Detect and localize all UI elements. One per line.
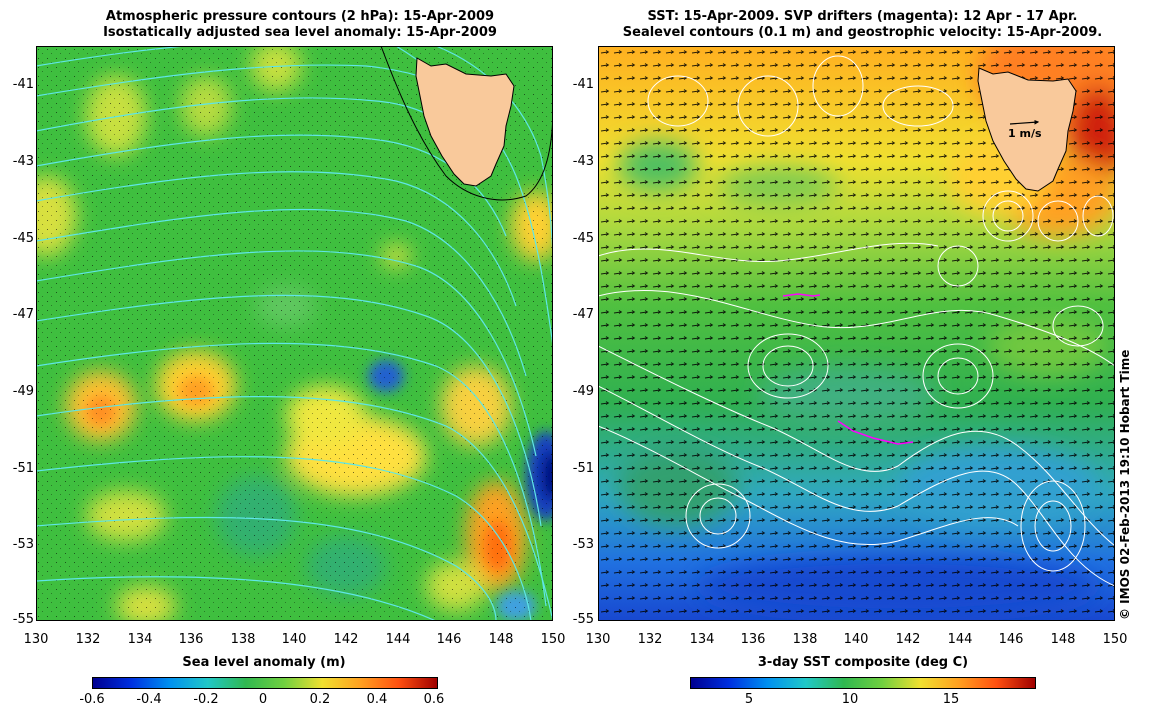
lon-tick: 150 — [1102, 632, 1128, 647]
lon-tick: 142 — [895, 632, 921, 647]
lon-tick: 140 — [843, 632, 869, 647]
lat-tick: -53 — [572, 537, 594, 552]
imos-credit: © IMOS 02-Feb-2013 19:10 Hobart Time — [1118, 349, 1132, 620]
lon-tick: 146 — [436, 632, 462, 647]
colorbar-tick: 15 — [942, 692, 960, 707]
sea-level-anomaly-plot — [36, 46, 553, 621]
lon-tick: 134 — [127, 632, 153, 647]
lon-tick: 132 — [75, 632, 101, 647]
lon-tick: 144 — [947, 632, 973, 647]
lat-tick: -49 — [12, 384, 34, 399]
right-colorbar-label: 3-day SST composite (deg C) — [757, 655, 969, 670]
colorbar-tick: -0.6 — [79, 692, 105, 707]
lon-tick: 142 — [333, 632, 359, 647]
lat-tick: -49 — [572, 384, 594, 399]
lon-tick: 132 — [637, 632, 663, 647]
lat-tick: -53 — [12, 537, 34, 552]
lat-tick: -47 — [572, 307, 594, 322]
sst-map: 1 m/s — [598, 46, 1115, 621]
lon-tick: 148 — [488, 632, 514, 647]
lon-tick: 148 — [1050, 632, 1076, 647]
sst-colorbar — [690, 677, 1036, 689]
lat-tick: -45 — [12, 231, 34, 246]
lon-tick: 140 — [281, 632, 307, 647]
lat-tick: -55 — [572, 612, 594, 627]
lon-tick: 150 — [540, 632, 566, 647]
left-title-line1: Atmospheric pressure contours (2 hPa): 1… — [105, 9, 495, 24]
scale-arrow — [1009, 119, 1040, 125]
tasmania-land — [415, 57, 515, 187]
colorbar-tick: 0 — [258, 692, 268, 707]
colorbar-tick: 0.6 — [423, 692, 445, 707]
scale-arrow-label: 1 m/s — [1008, 127, 1042, 140]
sea-level-colorbar — [92, 677, 438, 689]
lon-tick: 138 — [230, 632, 256, 647]
colorbar-tick: -0.2 — [193, 692, 219, 707]
left-title-line2: Isostatically adjusted sea level anomaly… — [103, 25, 497, 40]
left-map-title: Atmospheric pressure contours (2 hPa): 1… — [20, 9, 580, 41]
lon-tick: 134 — [689, 632, 715, 647]
lat-tick: -55 — [12, 612, 34, 627]
lat-tick: -51 — [572, 461, 594, 476]
lon-tick: 130 — [23, 632, 49, 647]
tasmania-land — [977, 67, 1077, 192]
drifter-track — [782, 293, 821, 297]
lat-tick: -41 — [572, 77, 594, 92]
right-title-line1: SST: 15-Apr-2009. SVP drifters (magenta)… — [647, 9, 1078, 24]
right-map-title: SST: 15-Apr-2009. SVP drifters (magenta)… — [590, 9, 1135, 41]
lat-tick: -41 — [12, 77, 34, 92]
lon-tick: 146 — [998, 632, 1024, 647]
lat-tick: -43 — [572, 154, 594, 169]
right-title-line2: Sealevel contours (0.1 m) and geostrophi… — [622, 25, 1103, 40]
lon-tick: 136 — [740, 632, 766, 647]
lat-tick: -47 — [12, 307, 34, 322]
colorbar-tick: 0.4 — [366, 692, 388, 707]
colorbar-tick: 10 — [841, 692, 859, 707]
sst-plot: 1 m/s — [598, 46, 1115, 621]
lon-tick: 130 — [585, 632, 611, 647]
left-colorbar-label: Sea level anomaly (m) — [182, 655, 346, 670]
colorbar-tick: 0.2 — [309, 692, 331, 707]
lon-tick: 144 — [385, 632, 411, 647]
lon-tick: 138 — [792, 632, 818, 647]
colorbar-tick: -0.4 — [136, 692, 162, 707]
lat-tick: -51 — [12, 461, 34, 476]
sea-level-anomaly-map — [36, 46, 553, 621]
lat-tick: -43 — [12, 154, 34, 169]
colorbar-tick: 5 — [744, 692, 754, 707]
lat-tick: -45 — [572, 231, 594, 246]
drifter-track — [837, 420, 914, 445]
lon-tick: 136 — [178, 632, 204, 647]
